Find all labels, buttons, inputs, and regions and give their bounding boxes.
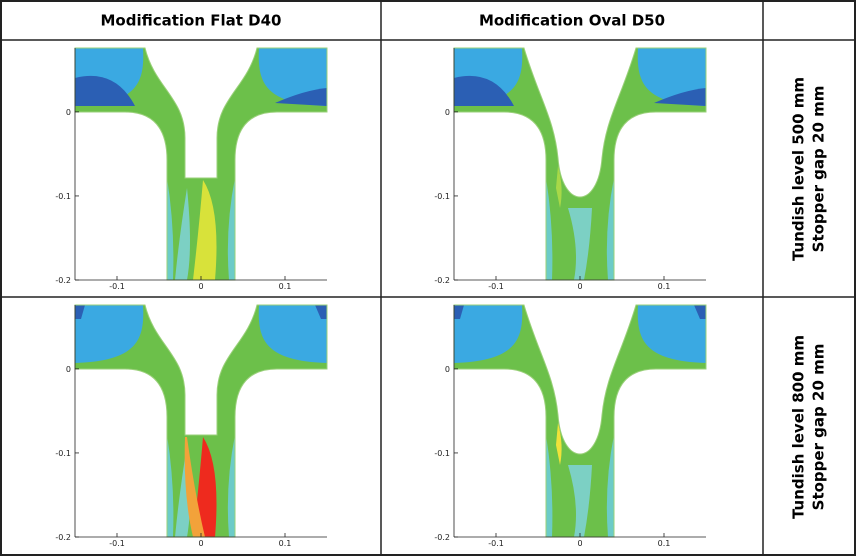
field-warm bbox=[556, 423, 562, 465]
y-tick-label: -0.2 bbox=[434, 276, 450, 285]
x-tick-label: 0 bbox=[577, 539, 582, 548]
contour-field bbox=[75, 48, 327, 280]
x-tick-label: 0 bbox=[198, 539, 203, 548]
field-blue bbox=[454, 305, 523, 363]
field-teal bbox=[568, 465, 592, 537]
row-label: Tundish level 800 mm Stopper gap 20 mm bbox=[790, 335, 828, 519]
field-teal bbox=[546, 435, 553, 537]
field-blue bbox=[75, 305, 144, 363]
y-tick-label: 0 bbox=[66, 108, 71, 117]
row-label-line: Stopper gap 20 mm bbox=[810, 86, 828, 253]
field-dark bbox=[654, 88, 706, 106]
field-teal bbox=[175, 188, 190, 280]
contour-field bbox=[454, 305, 706, 537]
field-warm bbox=[184, 437, 205, 537]
x-tick-label: -0.1 bbox=[109, 539, 125, 548]
x-tick-label: 0.1 bbox=[658, 282, 671, 291]
row-label: Tundish level 500 mm Stopper gap 20 mm bbox=[790, 77, 828, 261]
x-tick-label: 0.1 bbox=[279, 539, 292, 548]
x-tick-label: 0 bbox=[198, 282, 203, 291]
y-tick-label: 0 bbox=[66, 365, 71, 374]
row-label-line: Stopper gap 20 mm bbox=[810, 344, 828, 511]
y-tick-label: -0.2 bbox=[55, 533, 71, 542]
geometry-outline bbox=[453, 47, 707, 281]
field-hot bbox=[193, 180, 217, 280]
field-dark bbox=[454, 305, 464, 319]
contour-plot: 0 -0.1 -0.2 -0.1 0 0.1 bbox=[55, 304, 328, 548]
field-teal bbox=[606, 435, 614, 537]
field-dark bbox=[315, 305, 327, 319]
field-teal bbox=[227, 178, 235, 280]
contour-field bbox=[75, 305, 327, 537]
field-teal bbox=[227, 435, 235, 537]
field-dark bbox=[454, 75, 514, 106]
contour-plot: 0 -0.1 -0.2 -0.1 0 0.1 bbox=[55, 47, 328, 291]
field-dark bbox=[75, 75, 135, 106]
field-teal bbox=[568, 208, 592, 280]
x-tick-label: 0.1 bbox=[279, 282, 292, 291]
x-tick-label: -0.1 bbox=[488, 539, 504, 548]
field-teal bbox=[167, 178, 174, 280]
y-tick-label: 0 bbox=[445, 108, 450, 117]
x-tick-label: 0.1 bbox=[658, 539, 671, 548]
field-teal bbox=[167, 435, 174, 537]
field-dark bbox=[694, 305, 706, 319]
contour-field bbox=[454, 48, 706, 280]
geometry-outline bbox=[74, 47, 328, 281]
y-tick-label: -0.1 bbox=[434, 192, 450, 201]
column-header: Modification Flat D40 bbox=[101, 12, 282, 30]
x-tick-label: 0 bbox=[577, 282, 582, 291]
field-dark bbox=[275, 88, 327, 106]
geometry-outline bbox=[74, 304, 328, 538]
field-warm bbox=[556, 166, 562, 208]
row-label-line: Tundish level 500 mm bbox=[790, 77, 808, 261]
row-label-line: Tundish level 800 mm bbox=[790, 335, 808, 519]
field-blue bbox=[258, 305, 327, 363]
y-tick-label: -0.2 bbox=[55, 276, 71, 285]
x-tick-label: -0.1 bbox=[488, 282, 504, 291]
column-header: Modification Oval D50 bbox=[479, 12, 665, 30]
y-tick-label: -0.1 bbox=[55, 192, 71, 201]
y-tick-label: -0.1 bbox=[55, 449, 71, 458]
y-tick-label: 0 bbox=[445, 365, 450, 374]
field-teal bbox=[546, 178, 553, 280]
y-tick-label: -0.2 bbox=[434, 533, 450, 542]
y-tick-label: -0.1 bbox=[434, 449, 450, 458]
x-tick-label: -0.1 bbox=[109, 282, 125, 291]
contour-plot: 0 -0.1 -0.2 -0.1 0 0.1 bbox=[434, 47, 707, 291]
field-teal bbox=[606, 178, 614, 280]
contour-plot: 0 -0.1 -0.2 -0.1 0 0.1 bbox=[434, 304, 707, 548]
field-blue bbox=[637, 305, 706, 363]
geometry-outline bbox=[453, 304, 707, 538]
field-dark bbox=[75, 305, 85, 319]
